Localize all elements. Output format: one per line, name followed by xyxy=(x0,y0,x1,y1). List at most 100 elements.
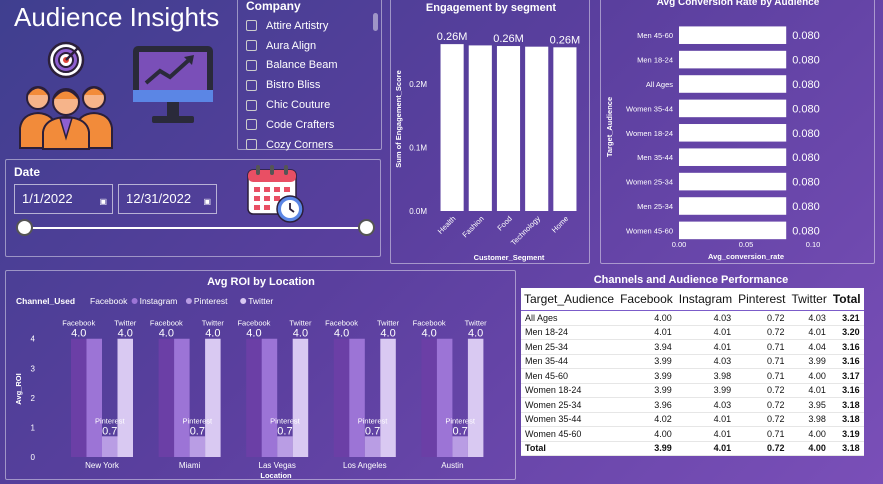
company-slicer-header: Company xyxy=(246,0,301,13)
date-range-track[interactable] xyxy=(24,227,366,229)
bar xyxy=(553,47,577,211)
end-date-handle[interactable] xyxy=(358,219,375,236)
x-tick-label: Miami xyxy=(179,461,201,470)
checkbox[interactable] xyxy=(246,119,257,131)
conversion-chart: Avg Conversion Rate by Audience Men 45-60… xyxy=(600,0,875,264)
data-label: 0.7 xyxy=(365,425,380,437)
table-cell: 3.95 xyxy=(788,397,830,413)
column-header[interactable]: Pinterest xyxy=(735,288,789,311)
bar xyxy=(679,99,787,118)
table-cell: 4.01 xyxy=(788,325,830,340)
calendar-icon: ▣ xyxy=(99,197,107,206)
bar xyxy=(189,436,206,457)
roi-chart: Avg ROI by Location Channel_Used Facebook I… xyxy=(5,270,516,480)
table-cell: 3.20 xyxy=(829,325,864,340)
series-label: Pinterest xyxy=(445,416,476,425)
data-label: 0.080 xyxy=(792,201,820,213)
table-cell: 3.99 xyxy=(788,354,830,369)
x-tick-label: Home xyxy=(550,214,571,235)
x-tick-label: Health xyxy=(436,214,458,236)
table-cell: 0.71 xyxy=(735,368,789,384)
company-option[interactable]: Code Crafters xyxy=(246,115,338,135)
table-cell: 4.01 xyxy=(788,383,830,398)
company-option[interactable]: Balance Beam xyxy=(246,56,338,76)
table-cell: 4.00 xyxy=(617,310,676,326)
start-date-input[interactable]: 1/1/2022 ▣ xyxy=(14,184,113,214)
table-cell: 3.99 xyxy=(617,383,676,398)
table-cell: Men 45-60 xyxy=(521,368,618,384)
bar xyxy=(246,338,262,457)
table-cell: 4.00 xyxy=(788,368,830,384)
checkbox[interactable] xyxy=(246,20,257,32)
table-cell: Women 35-44 xyxy=(521,412,618,427)
column-header[interactable]: Target_Audience xyxy=(521,288,618,311)
column-header[interactable]: Facebook xyxy=(617,288,676,311)
y-tick-label: Men 18-24 xyxy=(637,56,673,65)
checkbox[interactable] xyxy=(246,99,257,111)
bar xyxy=(679,26,787,44)
y-tick-label: 0.0M xyxy=(409,207,427,216)
data-label: 0.26M xyxy=(550,34,581,46)
bar xyxy=(679,75,787,93)
legend-swatch xyxy=(240,298,247,304)
table-cell: 3.96 xyxy=(617,397,676,413)
checkbox[interactable] xyxy=(246,139,257,151)
x-tick-label: New York xyxy=(85,461,120,470)
legend-swatch xyxy=(185,298,192,304)
checkbox[interactable] xyxy=(246,40,257,52)
checkbox[interactable] xyxy=(246,79,257,91)
table-cell: 0.72 xyxy=(735,325,789,340)
company-scrollbar[interactable] xyxy=(373,13,378,31)
chart-title: Avg Conversion Rate by Audience xyxy=(657,0,820,8)
bar xyxy=(421,338,437,457)
data-label: 0.080 xyxy=(792,103,820,115)
company-option[interactable]: Aura Align xyxy=(246,36,338,56)
performance-table-panel: Channels and Audience Performance Target… xyxy=(521,270,864,470)
performance-table-title: Channels and Audience Performance xyxy=(593,274,789,286)
series-label: Twitter xyxy=(377,319,400,328)
table-row: Women 18-24 3.99 3.99 0.72 4.01 3.16 xyxy=(521,383,864,398)
table-cell: 3.99 xyxy=(617,354,676,369)
data-label: 4.0 xyxy=(118,328,133,340)
column-header[interactable]: Instagram xyxy=(675,288,736,311)
table-cell: 4.01 xyxy=(675,412,736,427)
company-option[interactable]: Attire Artistry xyxy=(246,16,338,36)
y-tick-label: Men 45-60 xyxy=(637,31,673,40)
data-label: 4.0 xyxy=(422,328,437,340)
y-tick-label: 3 xyxy=(31,364,36,373)
y-tick-label: Women 35-44 xyxy=(626,104,673,113)
data-label: 0.080 xyxy=(792,79,820,91)
series-label: Facebook xyxy=(150,319,183,328)
table-cell: 4.03 xyxy=(675,310,736,326)
series-label: Twitter xyxy=(202,319,225,328)
company-option[interactable]: Bistro Bliss xyxy=(246,75,338,95)
y-tick-label: 0.2M xyxy=(409,80,427,89)
table-cell: 4.00 xyxy=(788,440,830,456)
column-header[interactable]: Twitter xyxy=(788,288,830,311)
end-date-value: 12/31/2022 xyxy=(126,191,192,206)
bar xyxy=(679,172,787,191)
bar xyxy=(679,50,787,69)
legend-item: Instagram xyxy=(140,296,178,306)
table-cell: 0.71 xyxy=(735,339,789,355)
table-cell: 3.19 xyxy=(829,426,864,442)
y-tick-label: 2 xyxy=(31,394,36,403)
data-label: 0.080 xyxy=(792,152,820,164)
table-cell: Total xyxy=(521,440,618,456)
table-cell: 3.98 xyxy=(675,368,736,384)
page-title: Audience Insights xyxy=(14,2,220,32)
bar xyxy=(117,338,133,457)
column-header[interactable]: Total xyxy=(829,288,864,311)
company-option-label: Bistro Bliss xyxy=(266,79,321,92)
end-date-input[interactable]: 12/31/2022 ▣ xyxy=(118,184,217,214)
company-option[interactable]: Cozy Corners xyxy=(246,135,338,155)
legend-swatch xyxy=(131,298,138,304)
company-option-label: Balance Beam xyxy=(266,59,338,72)
bar xyxy=(261,338,278,457)
table-cell: 0.72 xyxy=(735,397,789,413)
checkbox[interactable] xyxy=(246,59,257,71)
table-row: Men 45-60 3.99 3.98 0.71 4.00 3.17 xyxy=(521,368,864,384)
start-date-handle[interactable] xyxy=(16,219,33,236)
legend-title: Channel_Used xyxy=(16,296,75,306)
company-option[interactable]: Chic Couture xyxy=(246,95,338,115)
